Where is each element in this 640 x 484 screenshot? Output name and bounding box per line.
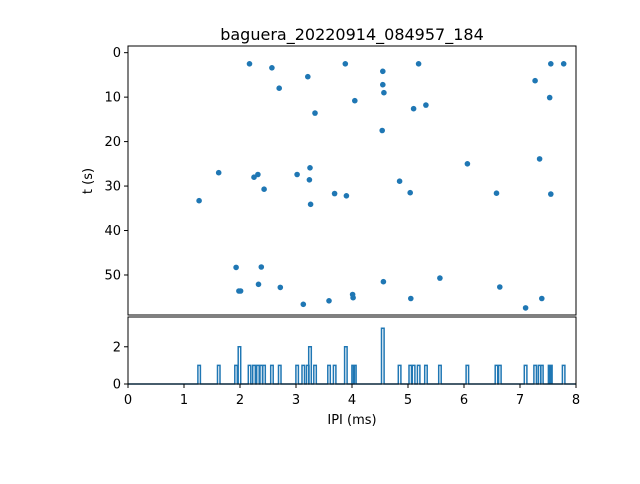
x-tick-label: 4 [348, 393, 356, 408]
x-tick-label: 5 [404, 393, 412, 408]
data-point [497, 284, 503, 290]
data-point [381, 89, 387, 96]
x-tick-label: 8 [572, 393, 580, 408]
x-axis-label: IPI (ms) [327, 413, 376, 428]
y-tick-label: 0 [113, 378, 121, 393]
data-point [522, 305, 529, 311]
data-point [379, 127, 386, 134]
data-point [307, 165, 313, 171]
data-point [326, 298, 332, 304]
y-tick-label: 50 [104, 268, 121, 283]
data-point [342, 61, 349, 67]
x-tick-label: 1 [180, 393, 188, 408]
data-point [437, 275, 443, 281]
y-tick-label: 2 [113, 340, 121, 355]
data-point [415, 61, 422, 67]
data-point [306, 177, 313, 183]
data-point [269, 65, 275, 71]
data-point [343, 193, 350, 199]
data-point [276, 85, 283, 91]
data-point [312, 110, 318, 116]
y-tick-label: 40 [104, 224, 121, 239]
data-point [380, 81, 386, 88]
data-point [464, 161, 471, 167]
top-panel: 0 10 20 30 40 50 t (s) [81, 45, 577, 316]
data-point [305, 73, 311, 80]
data-point [300, 301, 307, 308]
data-point [536, 156, 543, 162]
data-point [277, 284, 284, 291]
y-tick-label: 20 [104, 135, 121, 150]
x-tick-label: 0 [124, 393, 132, 408]
bottom-panel-frame [127, 316, 577, 385]
x-tick-label: 6 [460, 393, 468, 408]
x-tick-label: 7 [516, 393, 524, 408]
data-point [410, 105, 417, 112]
data-point [423, 102, 429, 108]
data-point [294, 171, 300, 178]
data-point [493, 190, 500, 196]
data-point [546, 94, 553, 101]
data-point [350, 294, 356, 301]
bottom-x-ticks: 0 1 2 3 4 5 6 7 8 [124, 384, 580, 408]
bottom-y-ticks: 02 [113, 340, 128, 393]
data-point [233, 264, 239, 271]
x-tick-label: 2 [236, 393, 244, 408]
y-tick-label: 30 [104, 180, 121, 195]
data-point [237, 288, 244, 294]
top-y-ticks: 0 10 20 30 40 50 [104, 46, 128, 283]
data-point [532, 77, 538, 84]
data-point [380, 68, 386, 75]
data-point [258, 264, 265, 270]
data-point [352, 97, 358, 104]
data-point [255, 171, 261, 178]
data-point [255, 281, 262, 288]
data-point [215, 169, 222, 176]
data-point [548, 191, 554, 197]
data-point [246, 61, 253, 67]
data-point [548, 61, 554, 67]
data-point [251, 174, 257, 180]
data-point [261, 186, 267, 192]
top-y-axis-label: t (s) [81, 168, 96, 194]
data-point [560, 61, 567, 67]
chart-title: baguera_20220914_084957_184 [220, 25, 484, 45]
data-point [307, 201, 314, 208]
data-point [196, 197, 202, 204]
y-tick-label: 10 [104, 91, 121, 106]
data-point [331, 190, 338, 197]
x-tick-label: 3 [292, 393, 300, 408]
top-points [196, 61, 567, 311]
data-point [408, 295, 414, 302]
data-point [396, 178, 403, 184]
data-point [407, 189, 414, 196]
y-tick-label: 0 [113, 46, 121, 61]
data-point [539, 295, 545, 302]
top-panel-frame [127, 45, 577, 316]
data-point [380, 278, 387, 285]
